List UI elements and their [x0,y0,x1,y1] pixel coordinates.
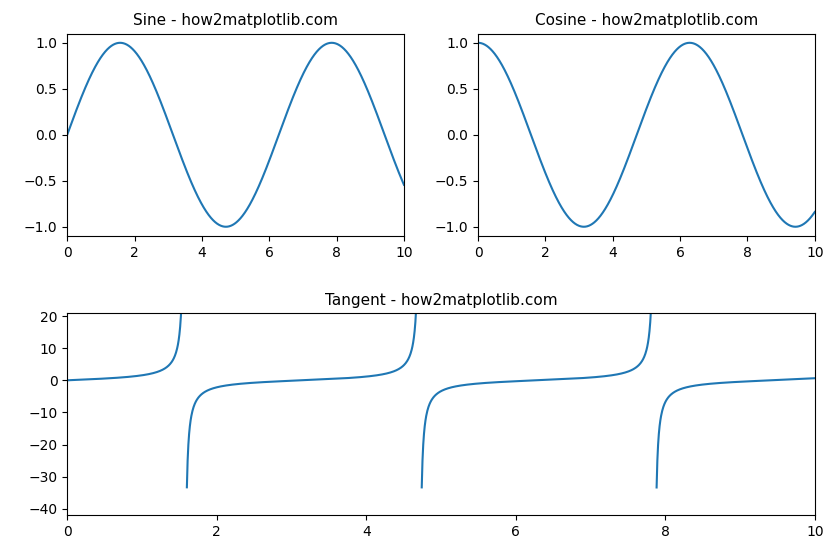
Title: Cosine - how2matplotlib.com: Cosine - how2matplotlib.com [535,13,758,28]
Title: Sine - how2matplotlib.com: Sine - how2matplotlib.com [133,13,338,28]
Title: Tangent - how2matplotlib.com: Tangent - how2matplotlib.com [325,292,557,307]
